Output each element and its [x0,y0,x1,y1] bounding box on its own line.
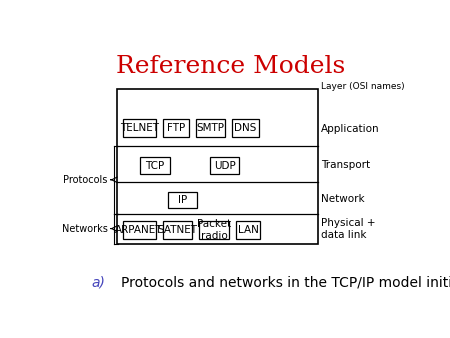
Text: Layer (OSI names): Layer (OSI names) [320,82,404,91]
Text: Protocols: Protocols [63,175,108,185]
Bar [210,157,239,174]
Text: SATNET: SATNET [158,225,198,235]
Text: ARPANET: ARPANET [115,225,163,235]
Text: FTP: FTP [166,123,185,133]
Text: a): a) [91,275,105,290]
Text: SMTP: SMTP [197,123,225,133]
Text: Networks: Networks [62,224,108,234]
Text: UDP: UDP [214,161,235,171]
Bar [122,119,156,137]
Bar [162,119,189,137]
Text: Protocols and networks in the TCP/IP model initially.: Protocols and networks in the TCP/IP mod… [121,275,450,290]
Bar [232,119,258,137]
Text: Physical +
data link: Physical + data link [320,218,375,240]
Text: TCP: TCP [145,161,164,171]
Text: Reference Models: Reference Models [116,55,345,78]
Bar [117,89,318,244]
Text: LAN: LAN [238,225,258,235]
Bar [196,119,225,137]
Bar [140,157,170,174]
Text: Network: Network [320,194,364,203]
Bar [236,221,260,239]
Text: Application: Application [320,124,379,134]
Text: IP: IP [178,195,187,205]
Text: Transport: Transport [320,160,370,170]
Bar [199,221,229,239]
Text: DNS: DNS [234,123,256,133]
Bar [168,192,198,208]
Bar [162,221,192,239]
Text: Packet
radio: Packet radio [197,219,231,241]
Text: TELNET: TELNET [120,123,158,133]
Bar [122,221,156,239]
